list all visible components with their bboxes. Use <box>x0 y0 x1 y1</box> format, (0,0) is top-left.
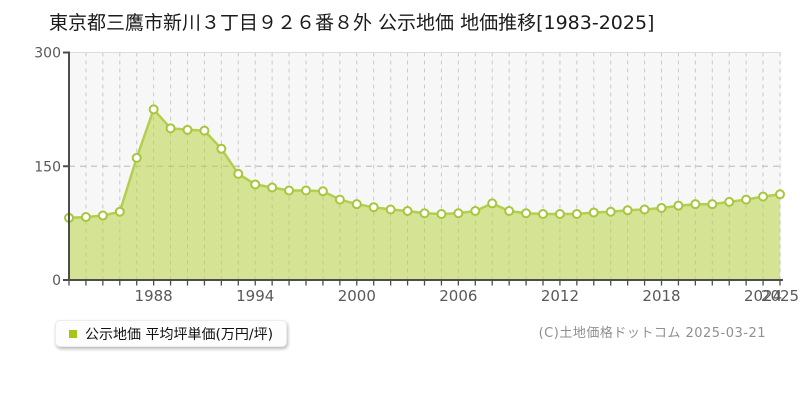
data-point <box>419 208 430 219</box>
data-point <box>554 209 565 220</box>
x-axis-label: 2024 <box>744 287 782 305</box>
y-axis-label: 150 <box>34 159 61 175</box>
data-point <box>267 182 278 193</box>
data-point <box>334 194 345 205</box>
data-point <box>758 191 769 202</box>
x-axis-label: 2025 <box>761 287 799 305</box>
area-fill <box>69 109 780 281</box>
data-point <box>385 204 396 215</box>
data-point <box>402 205 413 216</box>
legend-swatch-icon <box>69 329 77 338</box>
data-point <box>368 202 379 213</box>
data-point <box>284 185 295 196</box>
data-point <box>114 206 125 217</box>
data-point <box>521 208 532 219</box>
data-point <box>453 208 464 219</box>
data-point <box>588 207 599 218</box>
data-point <box>639 204 650 215</box>
data-point <box>571 209 582 220</box>
x-axis-label: 2006 <box>439 287 477 305</box>
data-point <box>351 199 362 210</box>
chart-title: 東京都三鷹市新川３丁目９２６番８外 公示地価 地価推移[1983-2025] <box>49 12 655 34</box>
data-point <box>80 212 91 223</box>
legend: 公示地価 平均坪単価(万円/坪) <box>55 320 288 347</box>
data-point <box>199 125 210 136</box>
data-point <box>131 152 142 163</box>
legend-label: 公示地価 平均坪単価(万円/坪) <box>85 326 274 343</box>
data-point <box>741 194 752 205</box>
y-axis-label: 0 <box>52 273 61 289</box>
data-point <box>690 199 701 210</box>
x-axis-label: 2012 <box>541 287 579 305</box>
data-point <box>538 209 548 220</box>
x-axis-label: 2018 <box>642 287 680 305</box>
data-point <box>504 205 515 216</box>
data-point <box>97 210 108 221</box>
data-point <box>216 143 227 154</box>
data-point <box>673 200 684 211</box>
data-point <box>470 205 481 216</box>
data-point <box>436 209 447 220</box>
data-point <box>165 123 176 134</box>
data-point <box>182 124 193 135</box>
data-point <box>622 205 633 216</box>
data-point <box>317 186 328 197</box>
x-axis-label: 1994 <box>236 287 274 305</box>
data-point <box>724 196 735 207</box>
data-point <box>656 202 667 213</box>
x-axis-label: 2000 <box>338 287 376 305</box>
data-point <box>250 179 261 190</box>
data-point <box>233 168 244 179</box>
y-axis-label: 300 <box>34 46 61 62</box>
data-point <box>487 198 498 209</box>
data-point <box>148 104 159 115</box>
data-point <box>605 206 616 217</box>
copyright-text: (C)土地価格ドットコム 2025-03-21 <box>538 326 766 341</box>
x-axis-label: 1988 <box>135 287 173 305</box>
data-point <box>775 189 785 200</box>
data-point <box>301 185 311 196</box>
data-point <box>707 199 718 210</box>
